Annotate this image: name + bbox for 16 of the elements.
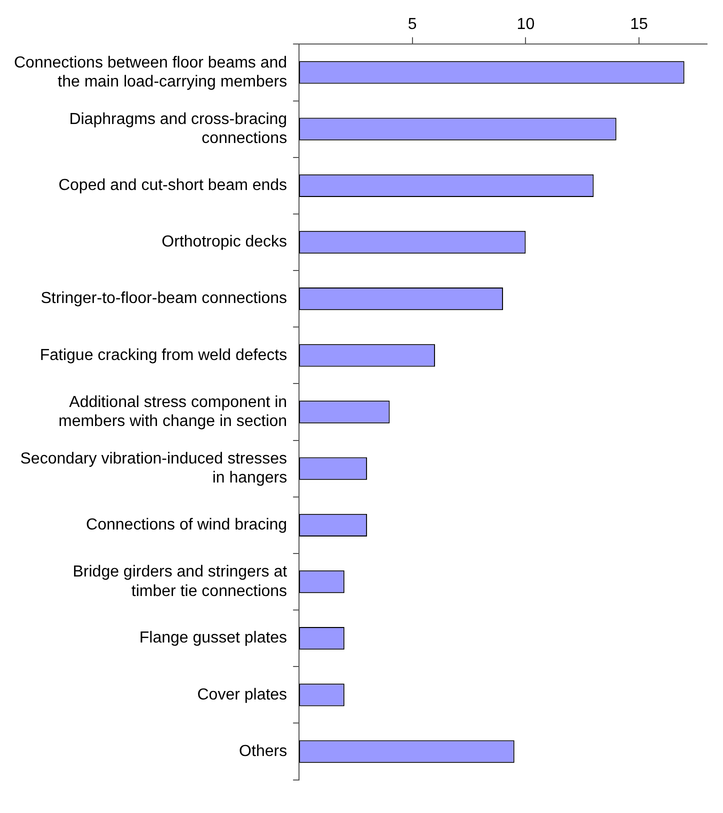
y-tick-label: Secondary vibration-induced stresses in hangers: [20, 450, 288, 487]
y-tick-label: Connections between floor beams and the main load-carrying members: [14, 54, 288, 90]
y-tick-label: Others: [239, 742, 288, 760]
y-tick-label: Bridge girders and stringers at timber tie connections: [72, 564, 288, 600]
y-tick-label: Fatigue cracking from weld defects: [40, 346, 288, 364]
y-tick-label: Coped and cut-short beam ends: [58, 177, 288, 194]
y-tick-label: Stringer-to-floor-beam connections: [40, 290, 288, 308]
x-tick-label: 15: [630, 16, 648, 34]
y-tick-label: Additional stress component in members with change in section: [58, 394, 288, 430]
y-tick-label: Connections of wind bracing: [86, 516, 288, 534]
y-tick-label: Flange gusset plates: [139, 630, 288, 647]
x-tick-label: 10: [516, 16, 535, 34]
y-tick-label: Diaphragms and cross-bracing connections: [69, 110, 288, 148]
y-tick-label: Orthotropic decks: [162, 234, 288, 251]
y-tick-label: Cover plates: [197, 686, 288, 704]
x-tick-label: 5: [408, 16, 417, 34]
